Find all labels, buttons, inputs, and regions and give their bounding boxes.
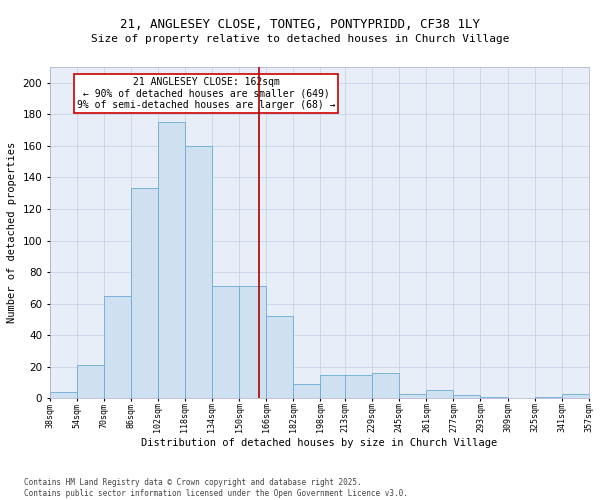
Bar xyxy=(320,374,347,398)
Bar xyxy=(158,122,185,398)
Text: Contains HM Land Registry data © Crown copyright and database right 2025.
Contai: Contains HM Land Registry data © Crown c… xyxy=(24,478,408,498)
Bar xyxy=(77,365,104,398)
Bar xyxy=(427,390,454,398)
Text: 21 ANGLESEY CLOSE: 162sqm
← 90% of detached houses are smaller (649)
9% of semi-: 21 ANGLESEY CLOSE: 162sqm ← 90% of detac… xyxy=(77,77,335,110)
Bar xyxy=(104,296,131,398)
X-axis label: Distribution of detached houses by size in Church Village: Distribution of detached houses by size … xyxy=(141,438,497,448)
Bar xyxy=(185,146,212,399)
Bar xyxy=(50,392,77,398)
Bar xyxy=(562,394,589,398)
Bar xyxy=(266,316,293,398)
Bar xyxy=(400,394,427,398)
Bar xyxy=(535,397,562,398)
Bar xyxy=(346,374,373,398)
Bar xyxy=(481,397,508,398)
Bar xyxy=(131,188,158,398)
Text: 21, ANGLESEY CLOSE, TONTEG, PONTYPRIDD, CF38 1LY: 21, ANGLESEY CLOSE, TONTEG, PONTYPRIDD, … xyxy=(120,18,480,30)
Bar xyxy=(212,286,239,399)
Bar xyxy=(293,384,320,398)
Text: Size of property relative to detached houses in Church Village: Size of property relative to detached ho… xyxy=(91,34,509,44)
Bar xyxy=(373,373,400,398)
Y-axis label: Number of detached properties: Number of detached properties xyxy=(7,142,17,324)
Bar xyxy=(454,395,481,398)
Bar xyxy=(239,286,266,399)
